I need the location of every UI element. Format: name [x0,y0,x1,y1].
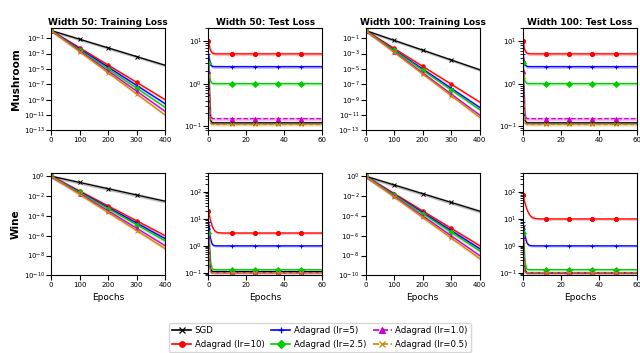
Legend: SGD, Adagrad (lr=10), Adagrad (lr=5), Adagrad (lr=2.5), Adagrad (lr=1.0), Adagra: SGD, Adagrad (lr=10), Adagrad (lr=5), Ad… [169,323,471,352]
Y-axis label: Wine: Wine [11,209,21,239]
X-axis label: Epochs: Epochs [564,293,596,302]
Title: Width 50: Training Loss: Width 50: Training Loss [48,18,168,28]
Title: Width 50: Test Loss: Width 50: Test Loss [216,18,315,28]
Title: Width 100: Test Loss: Width 100: Test Loss [527,18,632,28]
X-axis label: Epochs: Epochs [406,293,439,302]
X-axis label: Epochs: Epochs [92,293,124,302]
Title: Width 100: Training Loss: Width 100: Training Loss [360,18,486,28]
Y-axis label: Mushroom: Mushroom [12,48,21,110]
X-axis label: Epochs: Epochs [249,293,282,302]
